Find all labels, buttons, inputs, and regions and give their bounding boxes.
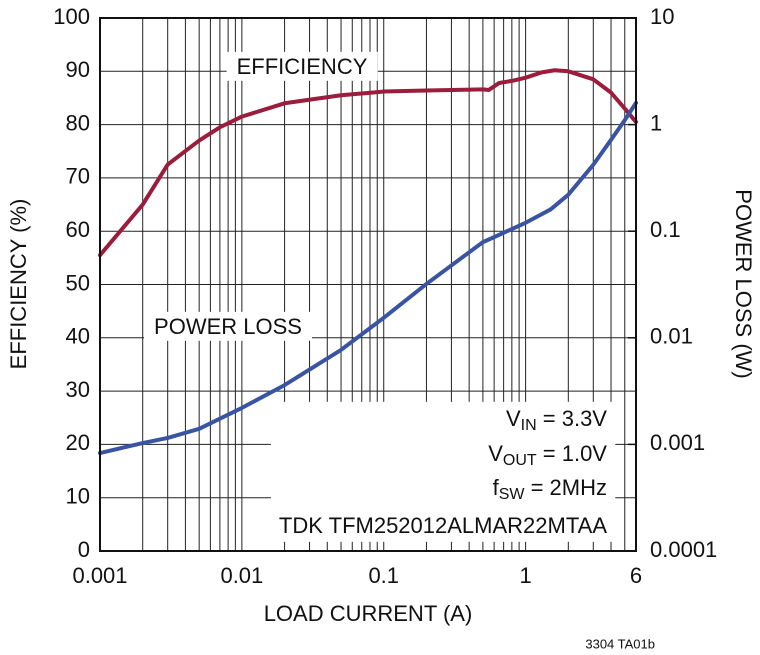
condition: fSW = 2MHz	[493, 475, 607, 503]
label-background	[270, 401, 616, 542]
x-tick-label: 0.001	[72, 563, 127, 588]
condition-symbol: V	[488, 441, 503, 466]
y-tick-label: 90	[66, 57, 90, 82]
y2-tick-label: 0.1	[650, 217, 681, 242]
y-tick-label: 20	[66, 430, 90, 455]
y-tick-label: 60	[66, 217, 90, 242]
series-line	[98, 100, 638, 456]
x-axis-label: LOAD CURRENT (A)	[264, 601, 473, 626]
y-tick-label: 40	[66, 324, 90, 349]
condition-value: = 2MHz	[524, 475, 607, 500]
y2-axis-label: POWER LOSS (W)	[731, 189, 756, 378]
condition-subscript: SW	[499, 486, 526, 503]
y-axis-label: EFFICIENCY (%)	[6, 199, 31, 370]
condition-value: = 3.3V	[537, 406, 608, 431]
y2-tick-label: 1	[650, 110, 662, 135]
condition: VIN = 3.3V	[506, 406, 607, 434]
footnote: 3304 TA01b	[585, 636, 655, 651]
label-background	[226, 51, 378, 81]
series-label: EFFICIENCY	[237, 54, 368, 79]
condition: VOUT = 1.0V	[488, 441, 607, 469]
y2-tick-label: 0.001	[650, 430, 705, 455]
x-tick-label: 6	[630, 563, 642, 588]
plot-frame	[99, 17, 637, 552]
x-tick-label: 0.1	[368, 563, 399, 588]
label-background	[144, 311, 312, 341]
y-tick-label: 10	[66, 484, 90, 509]
y-tick-label: 0	[78, 537, 90, 562]
y-tick-label: 100	[53, 4, 90, 29]
y-tick-label: 30	[66, 377, 90, 402]
y-tick-label: 70	[66, 164, 90, 189]
condition-symbol: f	[493, 475, 500, 500]
condition-subscript: IN	[521, 417, 537, 434]
series-line	[98, 68, 638, 258]
y2-tick-label: 0.01	[650, 324, 693, 349]
condition-value: = 1.0V	[537, 441, 608, 466]
y2-tick-label: 0.0001	[650, 537, 717, 562]
y-tick-label: 80	[66, 110, 90, 135]
y2-tick-label: 10	[650, 4, 674, 29]
y-tick-label: 50	[66, 270, 90, 295]
x-tick-label: 1	[519, 563, 531, 588]
part-number: TDK TFM252012ALMAR22MTAA	[279, 513, 607, 538]
condition-subscript: OUT	[503, 452, 537, 469]
x-tick-label: 0.01	[220, 563, 263, 588]
series-label: POWER LOSS	[154, 314, 302, 339]
condition-symbol: V	[506, 406, 521, 431]
